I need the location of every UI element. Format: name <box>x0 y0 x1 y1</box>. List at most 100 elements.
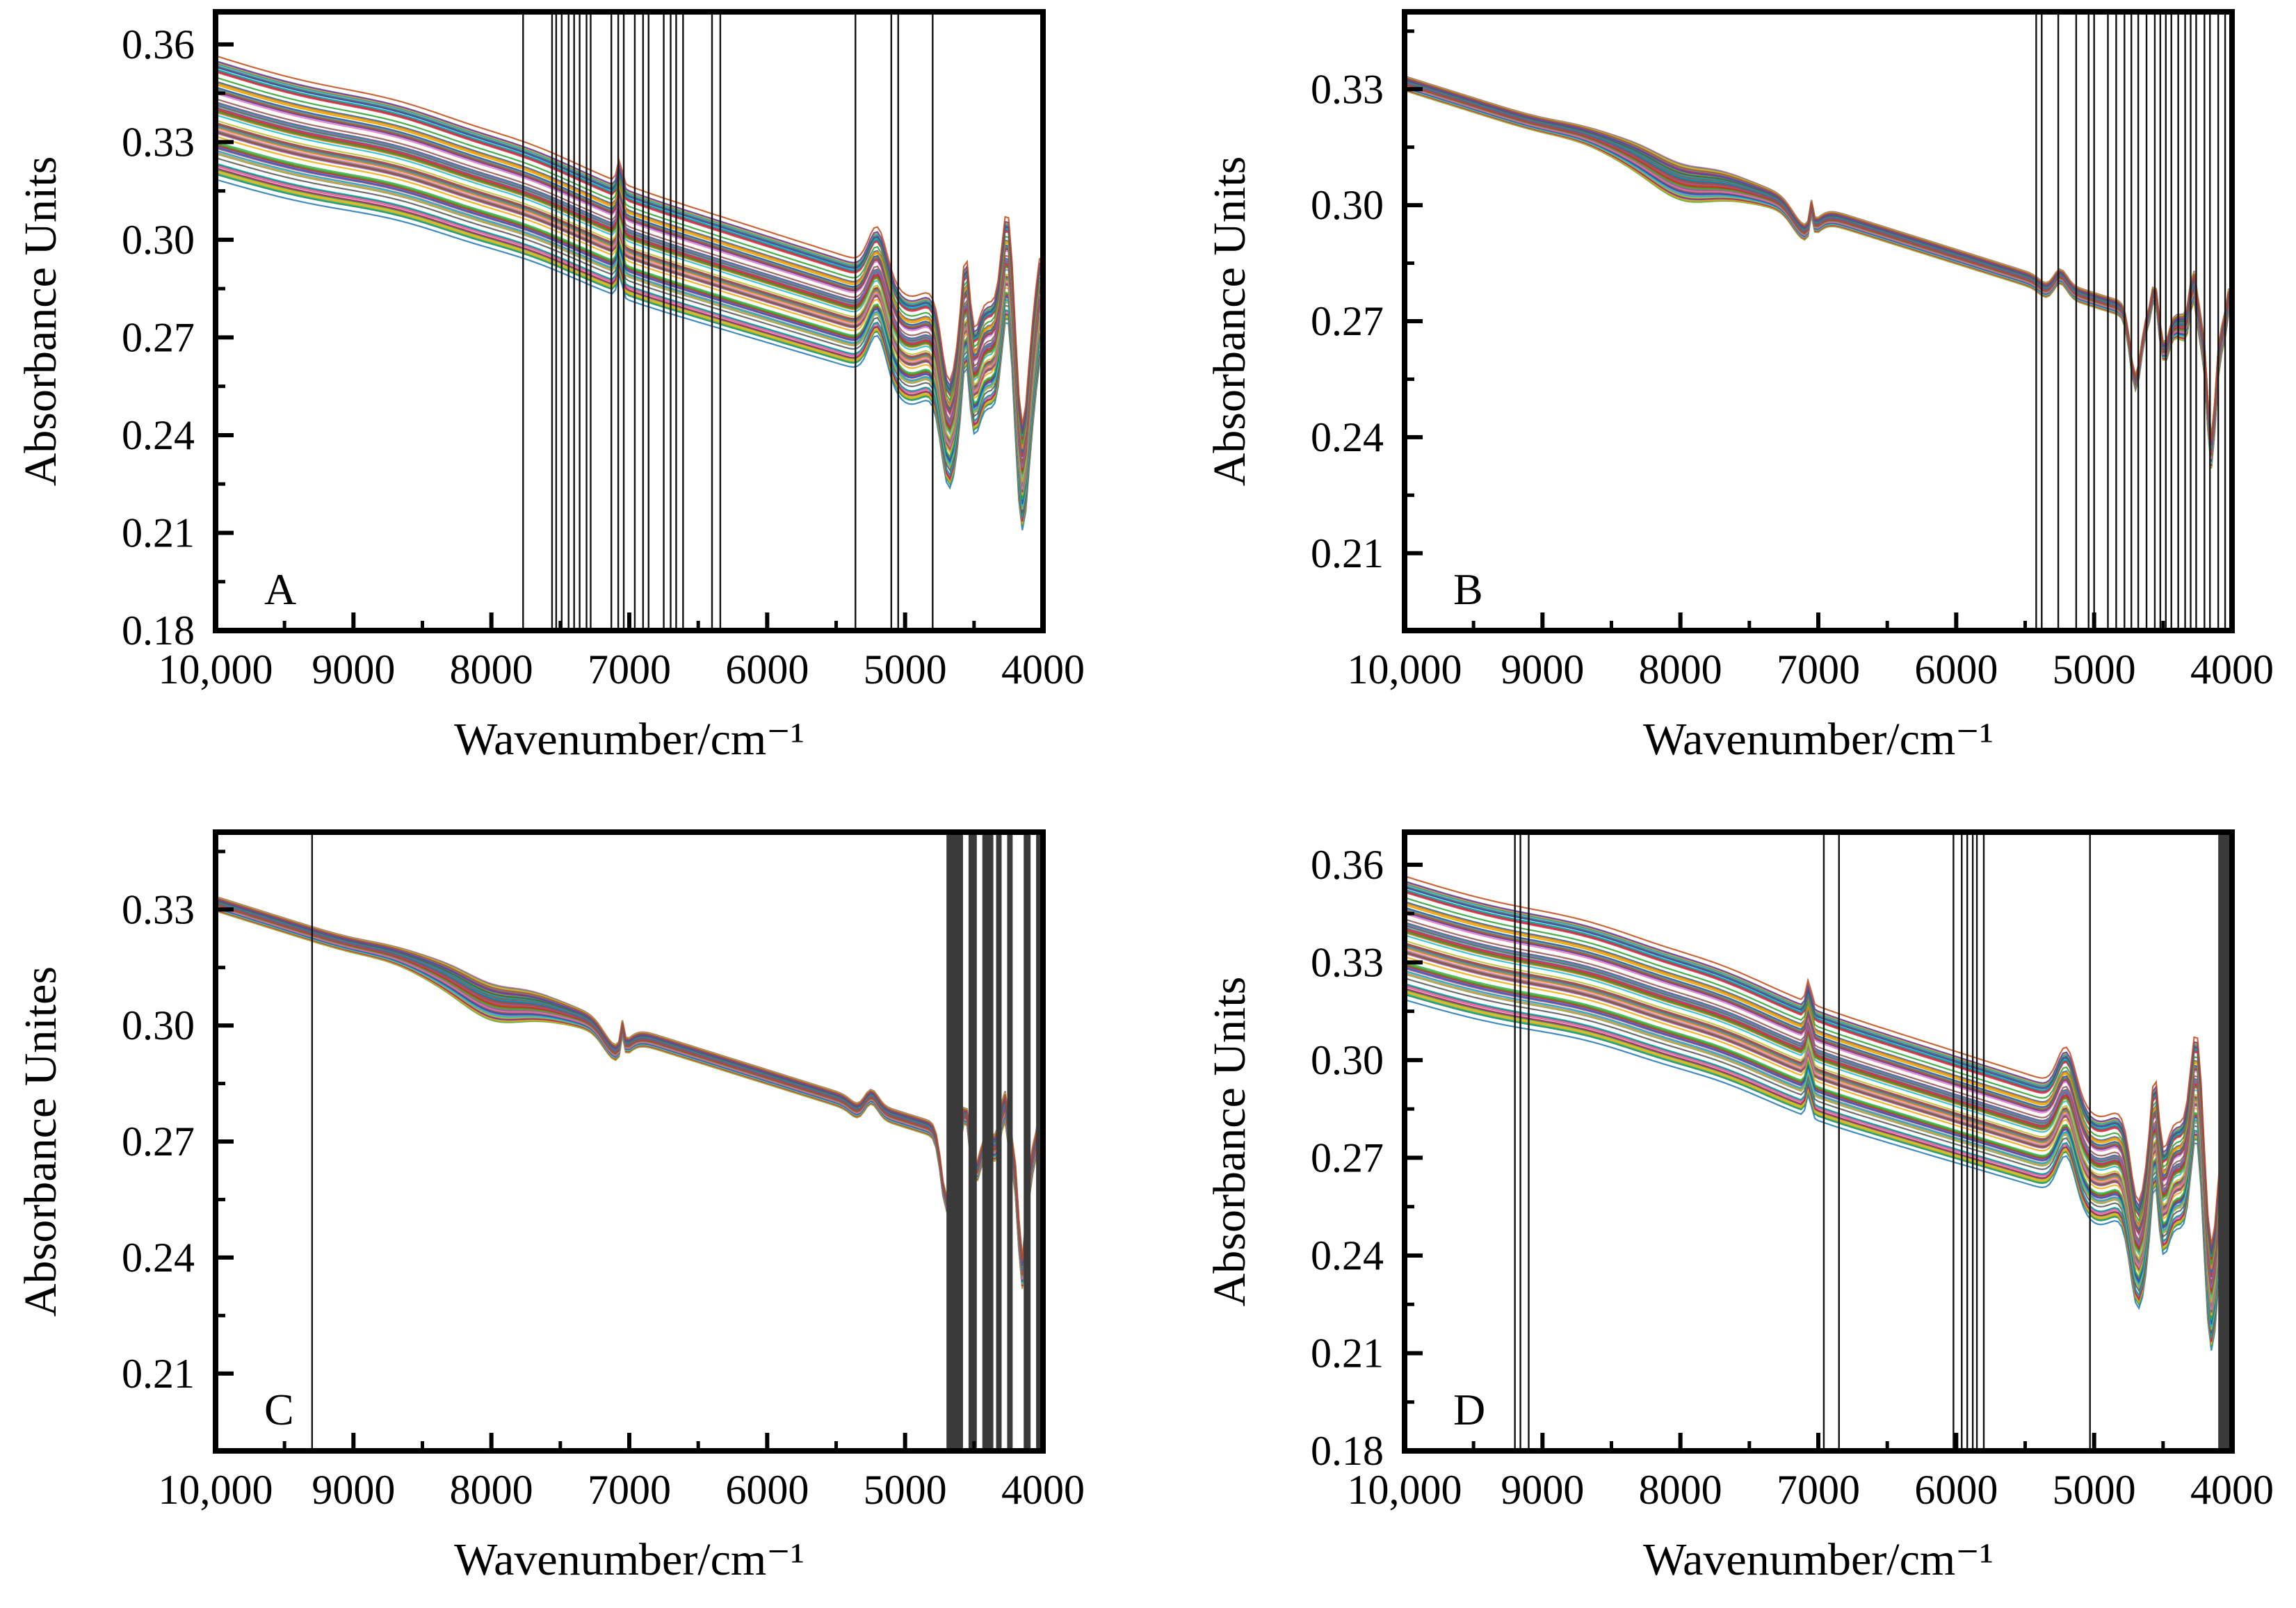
spectrum-line <box>216 907 1043 1281</box>
spectrum-line <box>216 902 1043 1271</box>
spectra-group <box>216 55 1043 530</box>
spectrum-line <box>216 904 1043 1276</box>
spectrum-line <box>216 906 1043 1281</box>
spectrum-line <box>216 899 1043 1265</box>
y-tick-label: 0.24 <box>122 1235 195 1281</box>
spectrum-line <box>216 904 1043 1275</box>
spectrum-line <box>216 905 1043 1280</box>
y-tick-label: 0.27 <box>122 1119 195 1164</box>
spectrum-line <box>216 895 1043 1258</box>
spectrum-line <box>216 101 1043 467</box>
spectrum-line <box>216 903 1043 1274</box>
spectrum-line <box>216 904 1043 1276</box>
spectrum-line <box>216 905 1043 1279</box>
spectrum-line <box>1405 977 2232 1333</box>
spectrum-line <box>216 907 1043 1283</box>
spectrum-line <box>216 900 1043 1268</box>
y-tick-label: 0.33 <box>122 886 195 932</box>
selected-band <box>946 832 963 1451</box>
y-axis-title: Absorbance Units <box>1204 977 1255 1307</box>
spectrum-line <box>216 902 1043 1272</box>
spectrum-line <box>216 908 1043 1285</box>
x-tick-label: 8000 <box>450 647 533 692</box>
spectrum-line <box>216 900 1043 1268</box>
spectrum-line <box>216 143 1043 502</box>
spectrum-line <box>216 902 1043 1273</box>
spectrum-line <box>216 109 1043 473</box>
spectrum-line <box>216 898 1043 1263</box>
spectrum-line <box>216 165 1043 519</box>
y-tick-label: 0.18 <box>122 608 195 653</box>
spectrum-line <box>1405 922 2232 1288</box>
spectrum-line <box>1405 932 2232 1296</box>
x-tick-label: 5000 <box>2053 1467 2136 1513</box>
spectrum-line <box>216 900 1043 1267</box>
spectrum-line <box>216 906 1043 1281</box>
spectrum-line <box>1405 970 2232 1328</box>
y-tick-label: 0.33 <box>122 119 195 165</box>
x-tick-label: 6000 <box>1914 1467 1998 1513</box>
spectrum-line <box>1405 930 2232 1294</box>
spectrum-line <box>216 907 1043 1283</box>
spectrum-line <box>216 124 1043 487</box>
spectrum-line <box>216 905 1043 1280</box>
spectrum-line <box>216 900 1043 1267</box>
spectrum-line <box>216 898 1043 1263</box>
spectrum-line <box>216 898 1043 1263</box>
spectrum-line <box>216 86 1043 453</box>
spectrum-line <box>216 76 1043 445</box>
x-tick-label: 5000 <box>864 1467 947 1513</box>
spectrum-line <box>216 901 1043 1270</box>
spectrum-line <box>1405 918 2232 1284</box>
spectrum-line <box>216 908 1043 1284</box>
x-tick-label: 8000 <box>1639 647 1722 692</box>
spectrum-line <box>216 900 1043 1268</box>
y-axis-title: Absorbance Unites <box>15 966 66 1317</box>
chart-panel-c: 10,000 9000 8000 7000 6000 5000 4000 0.21 0.24 0.… <box>15 829 1085 1585</box>
selected-band <box>1024 832 1031 1451</box>
y-tick-label: 0.30 <box>122 217 195 263</box>
spectrum-line <box>216 904 1043 1276</box>
x-tick-label: 6000 <box>1914 647 1998 692</box>
y-tick-label: 0.36 <box>122 22 195 67</box>
x-tick-label: 4000 <box>1001 1467 1085 1513</box>
spectrum-line <box>1405 891 2232 1260</box>
y-tick-label: 0.24 <box>122 412 195 458</box>
spectrum-line <box>216 900 1043 1267</box>
spectrum-line <box>216 60 1043 430</box>
y-tick-label: 0.21 <box>122 510 195 555</box>
y-tick-label: 0.24 <box>1311 414 1384 460</box>
chart-panel-d: 10,000 9000 8000 7000 6000 5000 4000 0.18 0.21 0.… <box>1204 829 2274 1585</box>
spectrum-line <box>1405 885 2232 1254</box>
spectrum-line <box>216 909 1043 1287</box>
spectrum-line <box>216 103 1043 468</box>
spectrum-line <box>216 61 1043 431</box>
spectrum-line <box>1405 964 2232 1324</box>
spectrum-line <box>216 120 1043 482</box>
spectrum-line <box>1405 902 2232 1269</box>
spectrum-line <box>216 65 1043 434</box>
spectrum-line <box>1405 991 2232 1345</box>
spectrum-line <box>216 895 1043 1258</box>
spectrum-line <box>216 905 1043 1278</box>
spectrum-line <box>216 136 1043 496</box>
spectrum-line <box>1405 973 2232 1330</box>
x-tick-label: 4000 <box>2190 1467 2274 1513</box>
x-tick-label: 10,000 <box>1348 1467 1462 1513</box>
x-tick-label: 9000 <box>1501 1467 1584 1513</box>
spectrum-line <box>1405 956 2232 1316</box>
spectrum-line <box>216 899 1043 1266</box>
y-tick-label: 0.27 <box>122 314 195 360</box>
selected-band <box>982 832 994 1451</box>
spectrum-line <box>216 66 1043 435</box>
spectrum-line <box>216 129 1043 490</box>
x-axis-title: Wavenumber/cm⁻¹ <box>1643 1534 1994 1585</box>
spectrum-line <box>1405 923 2232 1288</box>
spectrum-line <box>1405 911 2232 1278</box>
spectrum-line <box>1405 880 2232 1250</box>
y-tick-label: 0.21 <box>122 1351 195 1397</box>
spectrum-line <box>216 908 1043 1285</box>
spectrum-line <box>216 905 1043 1279</box>
spectrum-line <box>1405 963 2232 1322</box>
